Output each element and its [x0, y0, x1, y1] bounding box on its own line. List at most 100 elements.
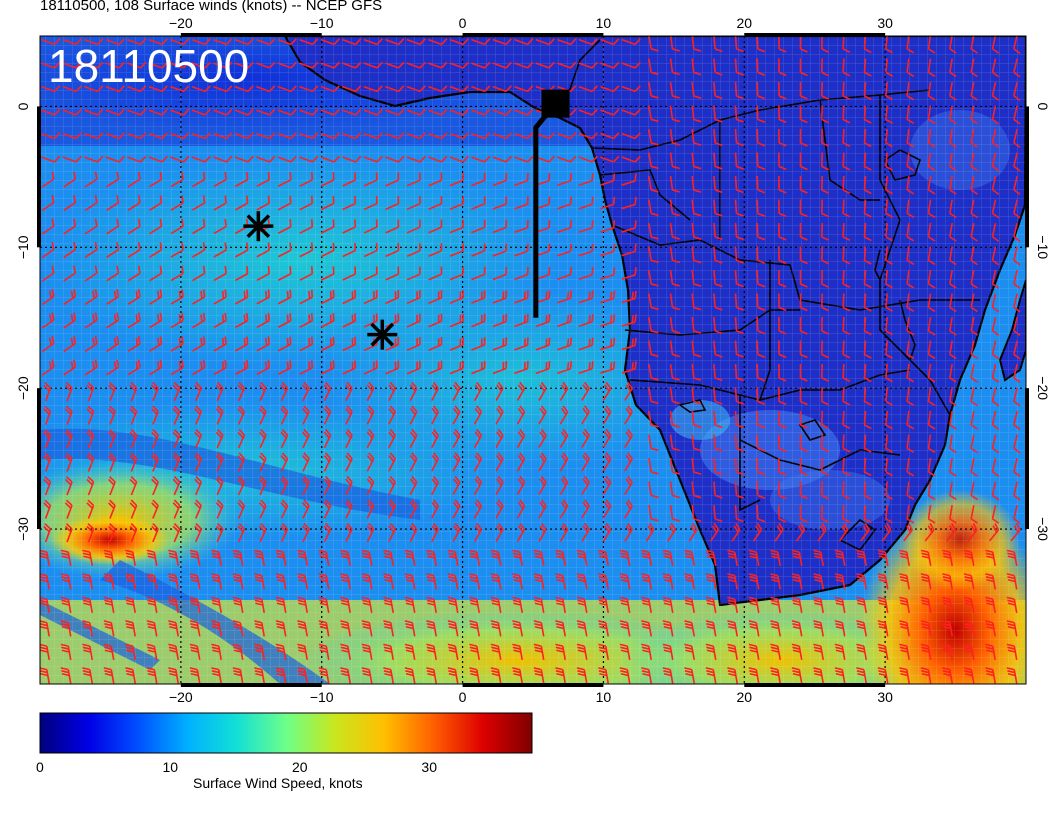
wind-barb: [885, 58, 893, 77]
wind-barb: [492, 85, 512, 93]
wind-barb: [756, 175, 766, 194]
wind-barb: [691, 410, 702, 428]
wind-barb: [189, 667, 201, 684]
wind-barb: [189, 573, 201, 590]
wind-barb: [557, 337, 572, 351]
wind-barb: [323, 405, 332, 425]
wind-barb: [624, 499, 633, 519]
wind-barb: [778, 222, 787, 241]
frame-tick-bar: [462, 683, 604, 687]
wind-barb: [84, 336, 98, 353]
wind-barb: [949, 481, 957, 501]
wind-barb: [691, 58, 702, 76]
wind-barb: [942, 549, 954, 567]
wind-barb: [619, 620, 631, 637]
wind-barb: [299, 85, 319, 93]
wind-barb: [471, 266, 486, 281]
wind-barb: [428, 243, 443, 257]
wind-barb: [581, 405, 590, 425]
wind-barb: [194, 475, 202, 496]
wind-barb: [669, 387, 680, 405]
wind-barb: [691, 105, 702, 123]
wind-barb: [863, 246, 872, 265]
wind-barb: [299, 313, 314, 328]
wind-barb: [320, 289, 335, 305]
wind-barb: [942, 596, 954, 614]
wind-barb: [821, 434, 830, 453]
wind-barb: [856, 573, 868, 590]
wind-barb: [449, 155, 469, 163]
wind-barb: [428, 196, 443, 210]
wind-barb: [778, 175, 787, 194]
wind-barb: [275, 596, 287, 614]
wind-barb: [669, 363, 680, 381]
wind-barb: [82, 549, 94, 567]
frame-tick-bar: [180, 683, 322, 687]
wind-barb: [576, 596, 588, 614]
wind-barb: [985, 573, 997, 590]
wind-barb: [949, 199, 957, 219]
wind-barb: [237, 428, 246, 449]
wind-barb: [258, 428, 267, 449]
frame-tick-bar: [37, 388, 41, 530]
wind-barb: [86, 476, 95, 496]
wind-barb: [970, 175, 978, 195]
wind-barb: [471, 61, 491, 69]
wind-barb: [318, 549, 330, 567]
wind-barb: [533, 667, 545, 684]
wind-barb: [727, 643, 739, 661]
wind-barb: [842, 105, 851, 124]
wind-barb: [471, 172, 486, 187]
wind-barb: [409, 428, 418, 449]
wind-barb: [920, 667, 932, 684]
wind-barb: [748, 620, 760, 637]
wind-barb: [927, 410, 936, 430]
wind-barb: [492, 266, 508, 281]
wind-barb: [863, 128, 872, 148]
wind-barb: [821, 105, 830, 124]
wind-barb: [863, 434, 872, 453]
wind-barb: [578, 173, 594, 186]
wind-barb: [756, 105, 766, 123]
wind-barb: [949, 58, 957, 78]
wind-barb: [734, 363, 744, 382]
wind-barb: [63, 288, 77, 306]
wind-barb: [863, 316, 872, 336]
wind-barb: [340, 549, 352, 567]
wind-barb: [669, 222, 680, 240]
wind-barb: [492, 38, 512, 46]
wind-barb: [82, 620, 94, 637]
wind-barb: [168, 549, 180, 567]
wind-barb: [189, 620, 201, 637]
lon-tick-label-bottom: 0: [459, 689, 467, 705]
wind-barb: [756, 363, 766, 382]
wind-barb: [213, 85, 233, 93]
wind-barb: [107, 476, 116, 496]
wind-barb: [903, 522, 913, 542]
wind-barb: [885, 199, 893, 218]
wind-barb: [581, 499, 590, 519]
wind-barb: [342, 85, 362, 93]
wind-barb: [256, 313, 270, 329]
wind-barb: [927, 504, 936, 524]
wind-barb: [170, 289, 184, 305]
wind-barb: [406, 290, 421, 305]
wind-barb: [927, 246, 936, 266]
wind-barb: [189, 596, 201, 614]
wind-barb: [906, 434, 915, 453]
wind-barb: [106, 171, 120, 188]
wind-barb: [770, 667, 782, 684]
wind-barb: [648, 175, 659, 193]
wind-barb: [778, 363, 787, 382]
wind-barb: [385, 360, 400, 375]
wind-barb: [449, 61, 469, 69]
wind-barb: [64, 499, 73, 519]
wind-barb: [991, 199, 1000, 219]
wind-barb: [345, 428, 353, 449]
wind-barb: [277, 108, 297, 116]
wind-barb: [748, 549, 760, 567]
wind-barb: [1013, 387, 1021, 407]
wind-barb: [449, 266, 464, 281]
wind-barb: [127, 171, 141, 188]
wind-barb: [258, 522, 267, 543]
